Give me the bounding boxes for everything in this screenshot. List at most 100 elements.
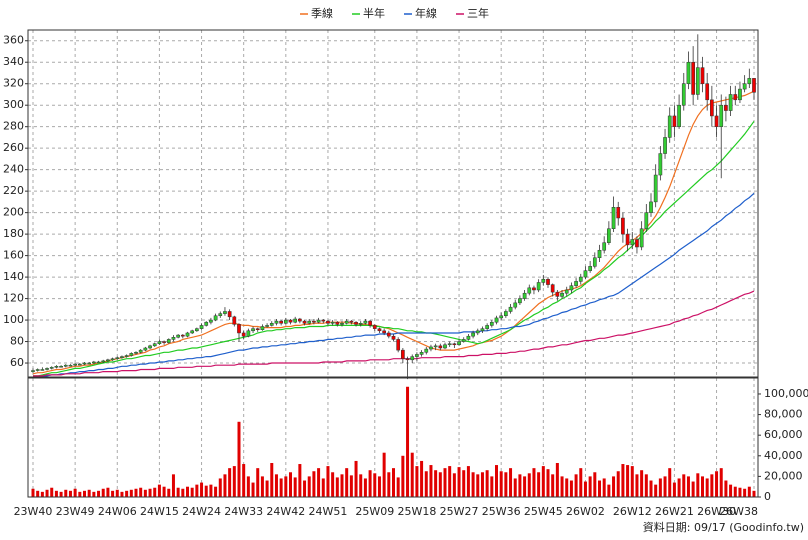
volume-bar: [392, 468, 395, 497]
candle-body: [269, 323, 274, 326]
volume-bar: [448, 466, 452, 497]
volume-bar: [279, 478, 283, 497]
x-tick-label: 26W02: [566, 505, 605, 518]
candle-body: [555, 291, 560, 297]
candle-body: [433, 345, 438, 348]
volume-bar: [738, 487, 742, 497]
y-tick-label: 180: [3, 227, 24, 240]
candle-body: [316, 319, 321, 323]
volume-bar: [331, 472, 335, 497]
volume-bar: [125, 490, 129, 497]
candle-body: [695, 67, 700, 95]
volume-bar: [663, 476, 667, 497]
candle-body: [354, 321, 358, 325]
candle-body: [658, 153, 663, 176]
candle-body: [321, 319, 326, 322]
volume-bar: [382, 452, 386, 497]
volume-bar: [115, 489, 119, 497]
candle-body: [195, 328, 199, 332]
candle-body: [513, 302, 518, 308]
legend-label: 半年: [363, 6, 385, 20]
volume-bar: [274, 474, 278, 497]
volume-bar: [359, 474, 363, 497]
candle-body: [536, 282, 541, 291]
volume-bar: [387, 472, 391, 497]
volume-bar: [644, 474, 648, 497]
y-tick-label: 200: [3, 206, 24, 219]
candle-body: [677, 104, 681, 127]
candle-body: [293, 318, 298, 323]
volume-bar: [471, 472, 475, 497]
volume-bar: [476, 474, 480, 497]
y-tick-label: 60: [10, 356, 24, 369]
candle-body: [438, 345, 443, 349]
volume-bar: [31, 488, 35, 497]
volume-bar: [335, 477, 339, 497]
candle-body: [382, 330, 386, 334]
candle-body: [124, 355, 129, 357]
volume-bar: [148, 488, 152, 497]
candle-body: [68, 364, 73, 367]
candle-body: [77, 363, 82, 366]
volume-bar: [696, 473, 700, 497]
volume-bar: [50, 487, 54, 497]
candle-body: [40, 369, 45, 371]
x-tick-label: 25W09: [355, 505, 394, 518]
candle-body: [232, 316, 237, 325]
candle-body: [747, 78, 752, 84]
candle-body: [578, 276, 583, 282]
legend-label: 季線: [311, 6, 333, 20]
volume-bar: [401, 455, 405, 497]
candle-body: [255, 328, 260, 330]
volume-bar: [588, 476, 592, 497]
volume-bar: [40, 491, 44, 497]
candle-body: [480, 328, 485, 332]
volume-bar: [36, 490, 40, 497]
volume-bar: [349, 475, 353, 497]
volume-bar: [480, 472, 484, 497]
candle-body: [377, 328, 382, 332]
volume-bar: [593, 472, 597, 497]
y-tick-label: 60,000: [764, 428, 803, 441]
ma-line: [33, 290, 755, 377]
candle-body: [504, 311, 508, 317]
candle-body: [728, 94, 733, 111]
volume-bar: [518, 474, 522, 497]
candle-body: [415, 354, 419, 357]
x-tick-label: 26W38: [719, 505, 758, 518]
volume-bar: [246, 476, 250, 497]
y-tick-label: 20,000: [764, 469, 803, 482]
y-tick-label: 340: [3, 55, 24, 68]
candle-body: [419, 352, 424, 355]
candle-body: [209, 319, 213, 323]
candle-body: [391, 335, 396, 340]
candle-body: [49, 367, 54, 369]
volume-bar: [733, 486, 737, 497]
candle-body: [283, 319, 288, 324]
volume-bar: [59, 491, 63, 497]
candle-body: [663, 137, 667, 154]
volume-bar: [54, 490, 58, 497]
candle-body: [298, 318, 302, 322]
candle-body: [532, 287, 536, 291]
volume-bar: [719, 468, 723, 497]
candle-body: [138, 349, 143, 353]
candle-body: [129, 353, 134, 356]
volume-bar: [621, 464, 625, 497]
x-tick-label: 25W36: [482, 505, 521, 518]
volume-bar: [218, 478, 222, 497]
candle-body: [592, 257, 597, 267]
volume-bar: [677, 478, 681, 497]
candle-body: [639, 228, 644, 248]
candle-body: [724, 104, 728, 111]
volume-bar: [143, 489, 147, 497]
y-tick-label: 160: [3, 249, 24, 262]
candle-body: [335, 321, 340, 325]
candle-body: [424, 348, 429, 353]
y-tick-label: 80: [10, 335, 24, 348]
volume-bar: [743, 488, 747, 497]
volume-bar: [396, 477, 400, 497]
candle-body: [246, 330, 251, 337]
volume-bar: [68, 490, 72, 497]
